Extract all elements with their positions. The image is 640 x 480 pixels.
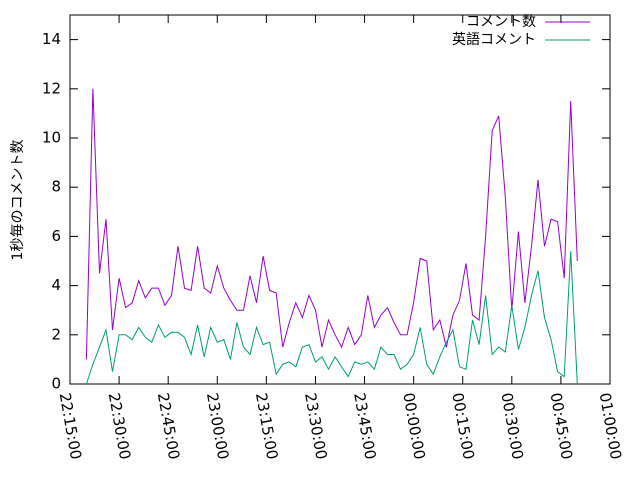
series-line [85, 88, 578, 360]
y-tick-label: 4 [51, 276, 61, 294]
y-tick-label: 2 [51, 325, 61, 343]
x-tick-label: 23:15:00 [252, 391, 281, 460]
legend-label: コメント数 [466, 14, 536, 30]
x-tick-label: 23:00:00 [203, 391, 232, 460]
y-tick-label: 10 [42, 129, 61, 147]
plot-border [69, 14, 611, 385]
x-tick-label: 00:30:00 [497, 391, 526, 460]
y-tick-label: 0 [51, 375, 61, 393]
x-tick-label: 00:15:00 [448, 391, 477, 460]
x-tick-label: 22:45:00 [154, 391, 183, 460]
x-tick-label: 23:30:00 [301, 391, 330, 460]
y-tick-label: 14 [42, 30, 61, 48]
x-tick-label: 01:00:00 [596, 391, 625, 460]
x-tick-label: 22:30:00 [105, 391, 134, 460]
x-tick-label: 00:00:00 [399, 391, 428, 460]
legend-label: 英語コメント [452, 31, 536, 48]
y-tick-label: 12 [42, 79, 61, 97]
y-tick-label: 6 [51, 227, 61, 245]
x-tick-label: 22:15:00 [56, 391, 85, 460]
x-tick-label: 23:45:00 [350, 391, 379, 460]
y-axis-label: 1秒毎のコメント数 [10, 140, 26, 261]
x-tick-label: 00:45:00 [547, 391, 576, 460]
series-line [85, 251, 578, 385]
y-tick-label: 8 [51, 178, 61, 196]
